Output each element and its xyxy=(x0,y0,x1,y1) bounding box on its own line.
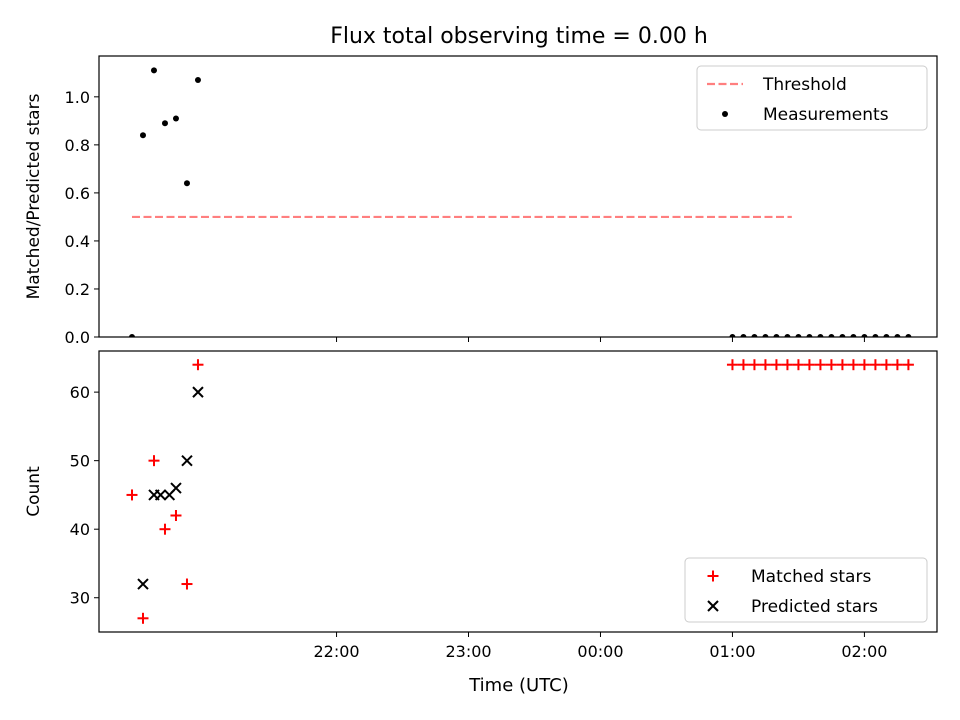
data-point xyxy=(194,77,201,84)
data-point xyxy=(170,509,182,521)
legend-label: Matched stars xyxy=(751,567,871,587)
data-point xyxy=(836,359,848,371)
data-point xyxy=(858,359,870,371)
data-point xyxy=(795,334,802,337)
data-point xyxy=(154,489,167,501)
data-point xyxy=(170,482,182,494)
data-point xyxy=(894,334,901,337)
legend-label: Predicted stars xyxy=(751,597,878,617)
data-point xyxy=(869,359,881,371)
data-point xyxy=(817,334,824,337)
data-point xyxy=(139,132,146,139)
data-point xyxy=(161,120,168,127)
data-point xyxy=(737,359,749,371)
data-point xyxy=(181,578,193,590)
data-point xyxy=(781,359,793,371)
data-point xyxy=(773,334,780,337)
data-point xyxy=(126,489,138,501)
data-point xyxy=(183,180,190,187)
data-point xyxy=(847,359,859,371)
y-tick-label: 30 xyxy=(70,589,90,608)
panel-2: 30 40 50 60 22:00 23:00 00:00 01:00 02:00 Count Ma… xyxy=(24,350,938,661)
data-point xyxy=(792,359,804,371)
data-point xyxy=(172,115,179,122)
y-axis-label: Count xyxy=(24,466,44,517)
x-tick-label: 22:00 xyxy=(313,642,359,661)
series-predicted-stars xyxy=(137,386,204,590)
y-tick-label: 60 xyxy=(70,383,90,402)
data-point xyxy=(726,359,738,371)
data-point xyxy=(880,359,892,371)
data-point xyxy=(762,334,769,337)
data-point xyxy=(751,334,758,337)
x-tick-label: 02:00 xyxy=(841,642,887,661)
y-tick-label: 0.0 xyxy=(65,328,90,347)
legend-label: Threshold xyxy=(762,75,847,95)
plot-panels: 0.0 0.2 0.4 0.6 0.8 1.0 Matched/Predicted star… xyxy=(24,55,938,661)
data-point xyxy=(729,334,736,337)
data-point xyxy=(159,523,171,535)
data-point xyxy=(861,334,868,337)
data-point xyxy=(839,334,846,337)
plot-area xyxy=(128,67,912,337)
data-point xyxy=(128,334,135,337)
data-point xyxy=(192,359,204,371)
data-point xyxy=(806,334,813,337)
data-point xyxy=(902,359,914,371)
y-axis-label: Matched/Predicted stars xyxy=(24,93,44,299)
legend: Matched stars Predicted stars xyxy=(684,557,928,623)
data-point xyxy=(770,359,782,371)
y-tick-label: 1.0 xyxy=(65,88,90,107)
legend-label: Measurements xyxy=(763,105,889,125)
data-point xyxy=(137,578,149,590)
data-point xyxy=(748,359,760,371)
x-tick-label: 23:00 xyxy=(445,642,491,661)
data-point xyxy=(137,612,149,624)
y-tick-label: 0.6 xyxy=(65,184,90,203)
y-tick-label: 0.2 xyxy=(65,280,90,299)
data-point xyxy=(905,334,912,337)
data-point xyxy=(825,359,837,371)
legend-swatch xyxy=(722,111,728,117)
axes-frame xyxy=(98,350,938,633)
legend-swatch xyxy=(707,600,719,612)
x-tick-label: 00:00 xyxy=(577,642,623,661)
data-point xyxy=(148,455,160,467)
data-point xyxy=(759,359,771,371)
data-point xyxy=(740,334,747,337)
axes-frame xyxy=(98,55,938,338)
data-point xyxy=(814,359,826,371)
y-tick-label: 40 xyxy=(70,520,90,539)
x-tick-label: 01:00 xyxy=(709,642,755,661)
data-point xyxy=(150,67,157,74)
data-point xyxy=(872,334,879,337)
panel-1: 0.0 0.2 0.4 0.6 0.8 1.0 Matched/Predicted star… xyxy=(24,55,938,347)
data-point xyxy=(181,454,193,467)
y-tick-label: 50 xyxy=(70,452,90,471)
data-point xyxy=(803,359,815,371)
data-point xyxy=(891,359,903,371)
chart-title: Flux total observing time = 0.00 h xyxy=(330,24,708,49)
legend: Threshold Measurements xyxy=(696,65,928,131)
plot-area xyxy=(126,359,914,624)
legend-swatch xyxy=(707,570,719,582)
data-point xyxy=(784,334,791,337)
data-point xyxy=(828,334,835,337)
legend-box xyxy=(696,65,928,131)
series-measurements xyxy=(128,67,912,337)
legend-box xyxy=(684,557,928,623)
data-point xyxy=(850,334,857,337)
series-matched-stars xyxy=(126,359,914,624)
y-tick-label: 0.4 xyxy=(65,232,90,251)
data-point xyxy=(192,386,204,398)
x-axis-label: Time (UTC) xyxy=(468,675,569,696)
y-tick-label: 0.8 xyxy=(65,136,90,155)
data-point xyxy=(883,334,890,337)
